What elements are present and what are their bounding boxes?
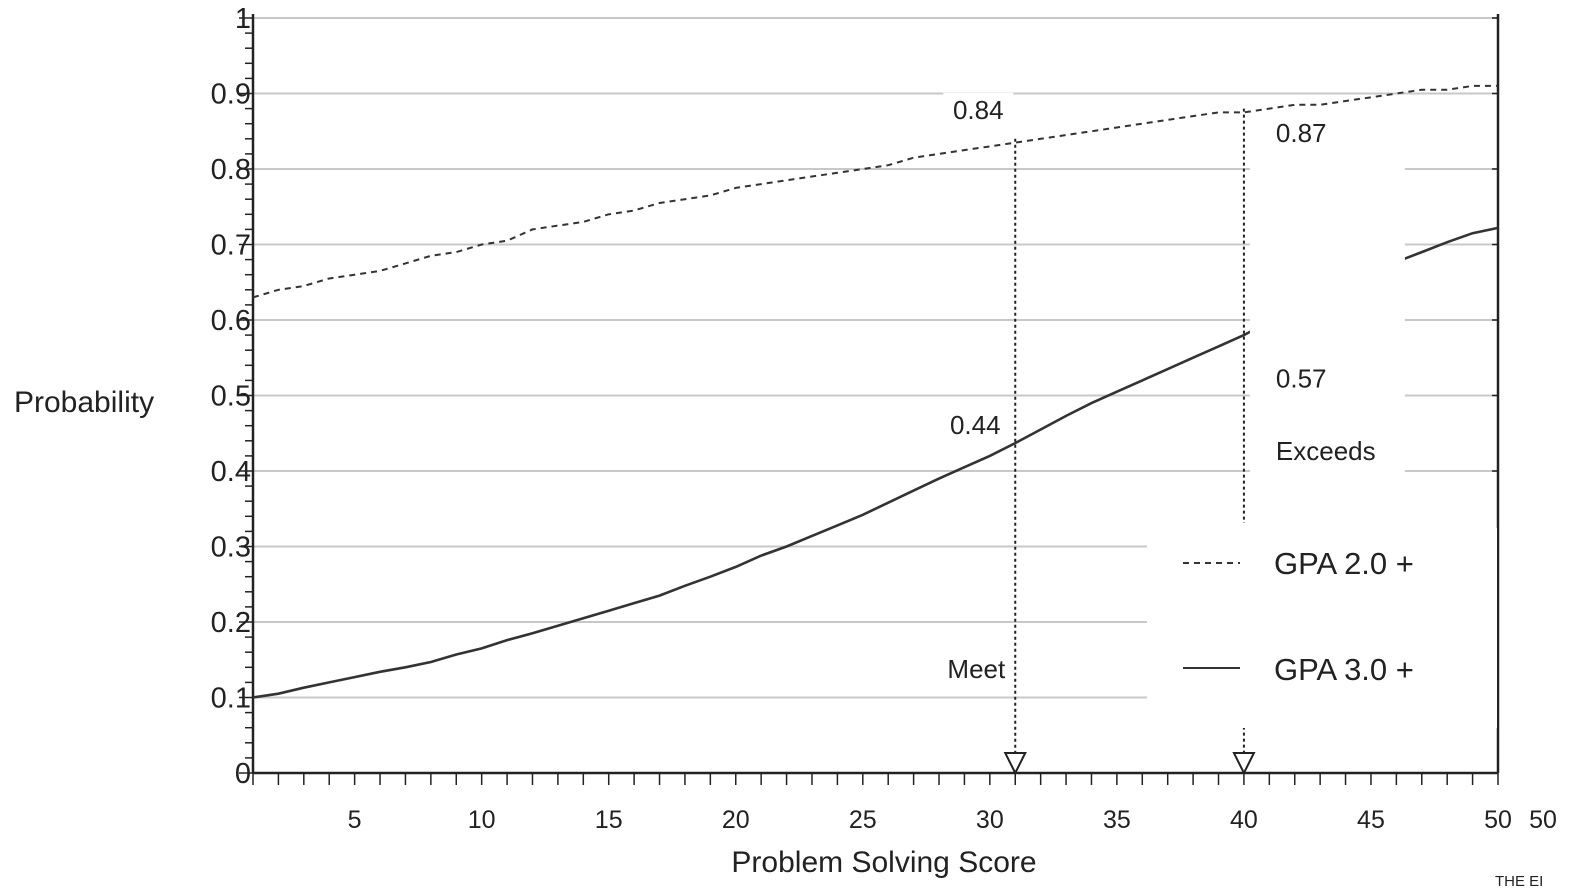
annotation-bg bbox=[940, 407, 1011, 442]
annotation-value: 0.84 bbox=[953, 95, 1004, 125]
annotation-value: 0.57 bbox=[1276, 364, 1327, 394]
x-extra-tick-label: 50 bbox=[1529, 806, 1557, 834]
x-tick-label: 50 bbox=[1484, 806, 1512, 834]
y-tick-label: 0.7 bbox=[211, 230, 251, 262]
marker-label-bg-meet bbox=[927, 650, 1012, 688]
x-axis-title: Problem Solving Score bbox=[731, 846, 1036, 879]
gridlines bbox=[253, 17, 1498, 699]
x-tick-label: 15 bbox=[595, 806, 623, 834]
x-axis-ticks: 5 10 15 20 25 30 35 40 45 50 bbox=[252, 773, 1512, 834]
y-tick-label: 0.8 bbox=[211, 154, 251, 186]
y-tick-label: 0 bbox=[235, 758, 251, 790]
annotation-panel-bg bbox=[1249, 128, 1405, 523]
x-tick-label: 10 bbox=[468, 806, 496, 834]
x-tick-label: 35 bbox=[1103, 806, 1131, 834]
series-line-gpa-2 bbox=[252, 84, 1498, 299]
y-tick-label: 0.3 bbox=[211, 532, 251, 564]
legend-label-gpa-3: GPA 3.0 + bbox=[1274, 652, 1414, 687]
y-tick-label: 0.6 bbox=[211, 305, 251, 337]
axes bbox=[251, 14, 1500, 775]
marker-label-meet: Meet bbox=[947, 654, 1006, 684]
y-tick-label: 1 bbox=[235, 3, 251, 35]
x-tick-label: 45 bbox=[1357, 806, 1385, 834]
y-tick-label: 0.2 bbox=[211, 607, 251, 639]
x-tick-label: 30 bbox=[976, 806, 1004, 834]
y-axis-ticks: 0 0.1 0.2 0.3 0.4 0.5 0.6 0.7 0.8 0.9 1 bbox=[211, 3, 253, 790]
annotation-value: 0.44 bbox=[950, 410, 1001, 440]
legend-label-gpa-2: GPA 2.0 + bbox=[1274, 546, 1414, 581]
marker-triangle-meet bbox=[1003, 752, 1027, 776]
x-tick-label: 25 bbox=[849, 806, 877, 834]
value-annotations: 0.84 0.44 0.87 0.57 bbox=[940, 92, 1327, 442]
legend: GPA 2.0 + GPA 3.0 + bbox=[1147, 528, 1497, 728]
annotation-bg bbox=[943, 92, 1014, 127]
x-tick-label: 20 bbox=[722, 806, 750, 834]
y-axis-title: Probability bbox=[14, 386, 154, 419]
x-tick-label: 5 bbox=[348, 806, 362, 834]
y-tick-label: 0.5 bbox=[211, 381, 251, 413]
annotation-value: 0.87 bbox=[1276, 118, 1327, 148]
marker-triangle-exceeds bbox=[1232, 752, 1256, 776]
footer-text: THE EI bbox=[1495, 873, 1543, 888]
y-tick-label: 0.9 bbox=[211, 79, 251, 111]
y-tick-label: 0.4 bbox=[211, 456, 251, 488]
x-tick-label: 40 bbox=[1230, 806, 1258, 834]
legend-background bbox=[1147, 528, 1497, 728]
y-tick-label: 0.1 bbox=[211, 683, 251, 715]
marker-label-exceeds: Exceeds bbox=[1276, 436, 1376, 466]
